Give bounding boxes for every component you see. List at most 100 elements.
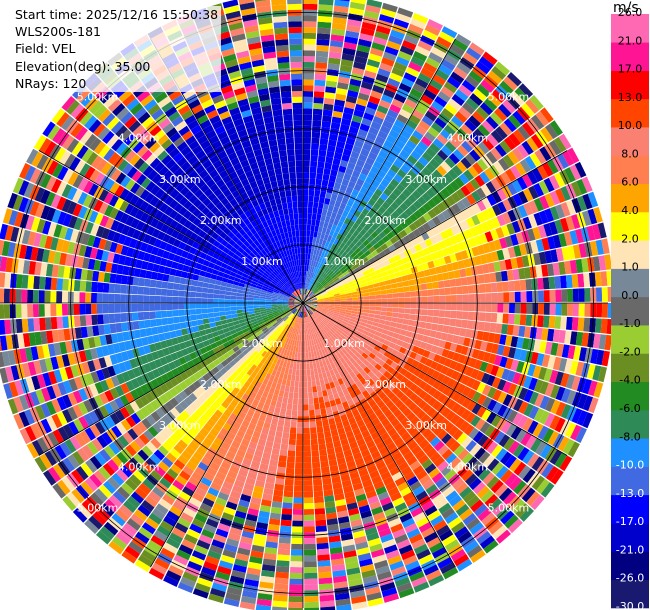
velocity-gate (141, 418, 152, 430)
velocity-gate (363, 260, 371, 267)
velocity-gate (458, 106, 472, 119)
velocity-gate (276, 466, 286, 474)
velocity-gate (290, 345, 294, 352)
velocity-gate (426, 282, 433, 290)
velocity-gate (333, 379, 340, 387)
velocity-gate (362, 270, 370, 276)
velocity-gate (354, 457, 365, 466)
velocity-gate (303, 497, 314, 504)
velocity-gate (593, 381, 604, 398)
velocity-gate (366, 532, 380, 542)
velocity-gate (210, 442, 221, 452)
velocity-gate (316, 537, 329, 544)
velocity-gate (494, 107, 508, 122)
velocity-gate (288, 304, 295, 307)
velocity-gate (340, 474, 351, 482)
velocity-gate (304, 334, 307, 341)
velocity-gate (338, 248, 345, 256)
velocity-gate (118, 362, 127, 373)
velocity-gate (359, 377, 367, 385)
velocity-gate (284, 324, 289, 330)
velocity-gate (250, 371, 258, 379)
velocity-gate (495, 126, 508, 140)
velocity-gate (138, 433, 150, 445)
velocity-gate (469, 149, 481, 162)
velocity-gate (287, 450, 296, 457)
velocity-gate (407, 231, 416, 241)
velocity-gate (111, 425, 123, 438)
velocity-gate (514, 303, 521, 314)
velocity-gate (327, 291, 334, 295)
velocity-gate (196, 446, 207, 457)
velocity-gate (312, 391, 318, 399)
velocity-gate (375, 306, 382, 311)
velocity-gate (93, 259, 102, 271)
velocity-gate (417, 371, 427, 381)
velocity-gate (511, 179, 523, 193)
velocity-gate (284, 308, 291, 313)
velocity-gate (188, 393, 198, 403)
velocity-gate (97, 282, 104, 293)
velocity-gate (314, 374, 320, 381)
velocity-gate (360, 148, 370, 157)
velocity-gate (347, 89, 359, 98)
velocity-gate (260, 312, 268, 317)
velocity-gate (383, 593, 400, 603)
velocity-gate (465, 328, 473, 338)
velocity-gate (27, 289, 34, 303)
velocity-gate (306, 289, 309, 296)
velocity-gate (211, 331, 219, 338)
velocity-gate (465, 473, 478, 486)
velocity-gate (148, 512, 163, 525)
velocity-gate (554, 316, 562, 329)
velocity-gate (350, 313, 357, 318)
velocity-gate (395, 456, 406, 467)
velocity-gate (322, 389, 328, 397)
velocity-gate (448, 425, 459, 437)
velocity-gate (225, 450, 236, 460)
velocity-gate (39, 317, 46, 331)
velocity-gate (384, 507, 397, 517)
velocity-gate (511, 499, 526, 514)
velocity-gate (561, 246, 570, 261)
velocity-gate (404, 308, 411, 314)
velocity-gate (310, 427, 317, 434)
velocity-gate (553, 136, 567, 153)
velocity-gate (376, 327, 384, 333)
velocity-gate (427, 336, 435, 345)
velocity-gate (327, 321, 334, 327)
velocity-gate (297, 334, 300, 341)
velocity-gate (377, 183, 387, 193)
velocity-gate (383, 339, 391, 347)
velocity-gate (364, 106, 377, 116)
velocity-gate (345, 366, 353, 374)
velocity-gate (310, 345, 314, 352)
velocity-gate (418, 120, 431, 131)
velocity-gate (268, 524, 280, 532)
velocity-gate (347, 277, 354, 283)
velocity-gate (108, 293, 115, 303)
velocity-gate (349, 285, 357, 291)
velocity-gate (281, 314, 287, 319)
velocity-gate (314, 225, 319, 232)
velocity-gate (262, 336, 269, 343)
velocity-gate (427, 219, 436, 229)
velocity-gate (399, 45, 415, 56)
velocity-gate (315, 525, 327, 533)
velocity-gate (0, 351, 5, 368)
velocity-gate (67, 392, 78, 406)
velocity-gate (289, 572, 303, 579)
velocity-gate (246, 361, 254, 369)
velocity-gate (340, 298, 347, 301)
velocity-gate (413, 175, 424, 186)
velocity-gate (525, 314, 533, 327)
velocity-gate (370, 231, 379, 239)
velocity-gate (371, 42, 386, 52)
velocity-gate (396, 169, 407, 179)
velocity-gate (257, 388, 265, 396)
velocity-gate (303, 172, 310, 179)
velocity-gate (303, 479, 313, 486)
velocity-gate (364, 526, 378, 536)
velocity-gate (318, 149, 327, 157)
velocity-gate (324, 316, 331, 321)
